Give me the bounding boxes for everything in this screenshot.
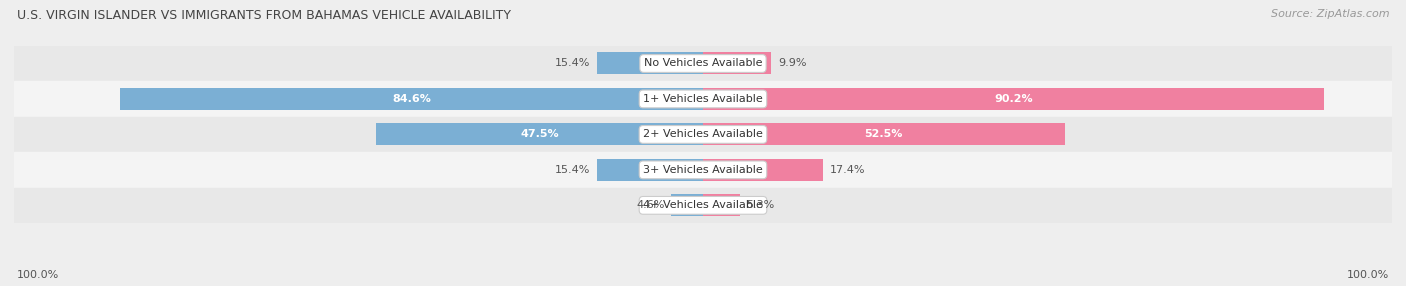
Text: Source: ZipAtlas.com: Source: ZipAtlas.com [1271,9,1389,19]
Text: 3+ Vehicles Available: 3+ Vehicles Available [643,165,763,175]
Bar [703,124,1064,145]
Text: 2+ Vehicles Available: 2+ Vehicles Available [643,130,763,139]
Bar [703,88,1324,110]
Bar [703,194,740,216]
Bar [14,117,1392,152]
Bar [375,124,703,145]
Bar [703,159,823,181]
Bar [14,152,1392,188]
Text: 4.6%: 4.6% [636,200,665,210]
Bar [671,194,703,216]
Text: U.S. VIRGIN ISLANDER VS IMMIGRANTS FROM BAHAMAS VEHICLE AVAILABILITY: U.S. VIRGIN ISLANDER VS IMMIGRANTS FROM … [17,9,510,21]
Text: 15.4%: 15.4% [554,165,591,175]
Text: 47.5%: 47.5% [520,130,558,139]
Bar [120,88,703,110]
Text: 5.3%: 5.3% [747,200,775,210]
Text: No Vehicles Available: No Vehicles Available [644,59,762,68]
Text: 15.4%: 15.4% [554,59,591,68]
Bar [703,53,772,74]
Text: 52.5%: 52.5% [865,130,903,139]
Text: 90.2%: 90.2% [994,94,1033,104]
Text: 100.0%: 100.0% [1347,270,1389,280]
Text: 84.6%: 84.6% [392,94,432,104]
Text: 100.0%: 100.0% [17,270,59,280]
Bar [14,46,1392,81]
Bar [598,159,703,181]
Bar [14,81,1392,117]
Text: 17.4%: 17.4% [830,165,865,175]
Bar [14,188,1392,223]
Text: 9.9%: 9.9% [778,59,807,68]
Bar [598,53,703,74]
Text: 4+ Vehicles Available: 4+ Vehicles Available [643,200,763,210]
Text: 1+ Vehicles Available: 1+ Vehicles Available [643,94,763,104]
